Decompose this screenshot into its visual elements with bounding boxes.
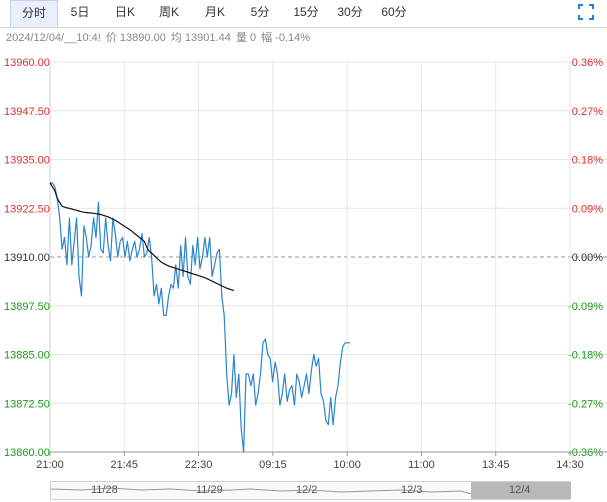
tab-15min[interactable]: 15分 (293, 5, 319, 19)
x-tick-label: 13:45 (482, 459, 510, 471)
y-tick-right: -0.18% (568, 350, 603, 362)
tab-daily-k[interactable]: 日K (114, 5, 135, 19)
tab-weekly-k[interactable]: 周K (158, 5, 179, 19)
tab-30min[interactable]: 30分 (337, 5, 363, 19)
x-tick-label: 21:45 (111, 459, 139, 471)
y-tick-left: 13960.00 (4, 57, 50, 69)
fullscreen-icon[interactable] (578, 4, 594, 20)
y-tick-right: 0.09% (572, 203, 603, 215)
y-tick-right: -0.09% (568, 301, 603, 313)
quote-volume: 量 0 (235, 32, 257, 44)
quote-info-bar: 2024/12/04/__10:4! 价 13890.00 均 13901.44… (6, 29, 312, 45)
price-line (50, 182, 351, 453)
quote-price: 价 13890.00 (105, 32, 166, 44)
y-tick-right: 0.18% (572, 155, 603, 167)
tab-60min[interactable]: 60分 (381, 5, 407, 19)
average-line (49, 182, 235, 291)
y-tick-left: 13935.00 (4, 155, 50, 167)
y-tick-right: -0.27% (568, 398, 603, 410)
intraday-chart[interactable]: 13960.00 0.36% 13947.50 0.27% 13935.00 0.18% 1… (0, 46, 607, 478)
x-tick-label: 21:00 (36, 459, 64, 471)
nav-label-123: 12/3 (401, 484, 423, 496)
y-tick-left: 13922.50 (4, 203, 50, 215)
quote-change: 幅 -0.14% (261, 32, 311, 44)
y-tick-right: 0.27% (572, 106, 603, 118)
x-tick-label: 11:00 (408, 459, 435, 471)
y-tick-left: 13947.50 (4, 106, 50, 118)
nav-label-124: 12/4 (509, 484, 531, 496)
x-tick-label: 09:15 (259, 459, 287, 471)
nav-label-1129: 11/29 (196, 484, 223, 496)
navigator-selection[interactable] (471, 482, 571, 499)
time-navigator[interactable]: 11/28 11/29 12/2 12/3 12/4 (50, 481, 571, 500)
y-tick-left: 13860.00 (4, 447, 50, 459)
y-tick-left: 13910.00 (4, 252, 50, 264)
x-tick-label: 14:30 (556, 459, 584, 471)
tab-5day[interactable]: 5日 (70, 5, 90, 19)
y-tick-right: 0.36% (572, 57, 603, 69)
quote-average: 均 13901.44 (170, 32, 231, 44)
tab-intraday[interactable]: 分时 (10, 0, 58, 27)
y-tick-right: 0.00% (572, 252, 603, 264)
x-tick-label: 10:00 (333, 459, 361, 471)
tab-monthly-k[interactable]: 月K (204, 5, 225, 19)
nav-label-1128: 11/28 (91, 484, 118, 496)
y-tick-right: -0.36% (568, 447, 603, 459)
period-tabbar: 分时 5日 日K 周K 月K 5分 15分 30分 60分 (0, 0, 607, 28)
y-tick-left: 13897.50 (4, 301, 50, 313)
y-tick-left: 13872.50 (4, 398, 50, 410)
quote-datetime: 2024/12/04/__10:4! (6, 32, 101, 44)
x-tick-label: 22:30 (185, 459, 213, 471)
nav-label-122: 12/2 (296, 484, 318, 496)
tab-5min[interactable]: 5分 (250, 5, 270, 19)
y-tick-left: 13885.00 (4, 350, 50, 362)
